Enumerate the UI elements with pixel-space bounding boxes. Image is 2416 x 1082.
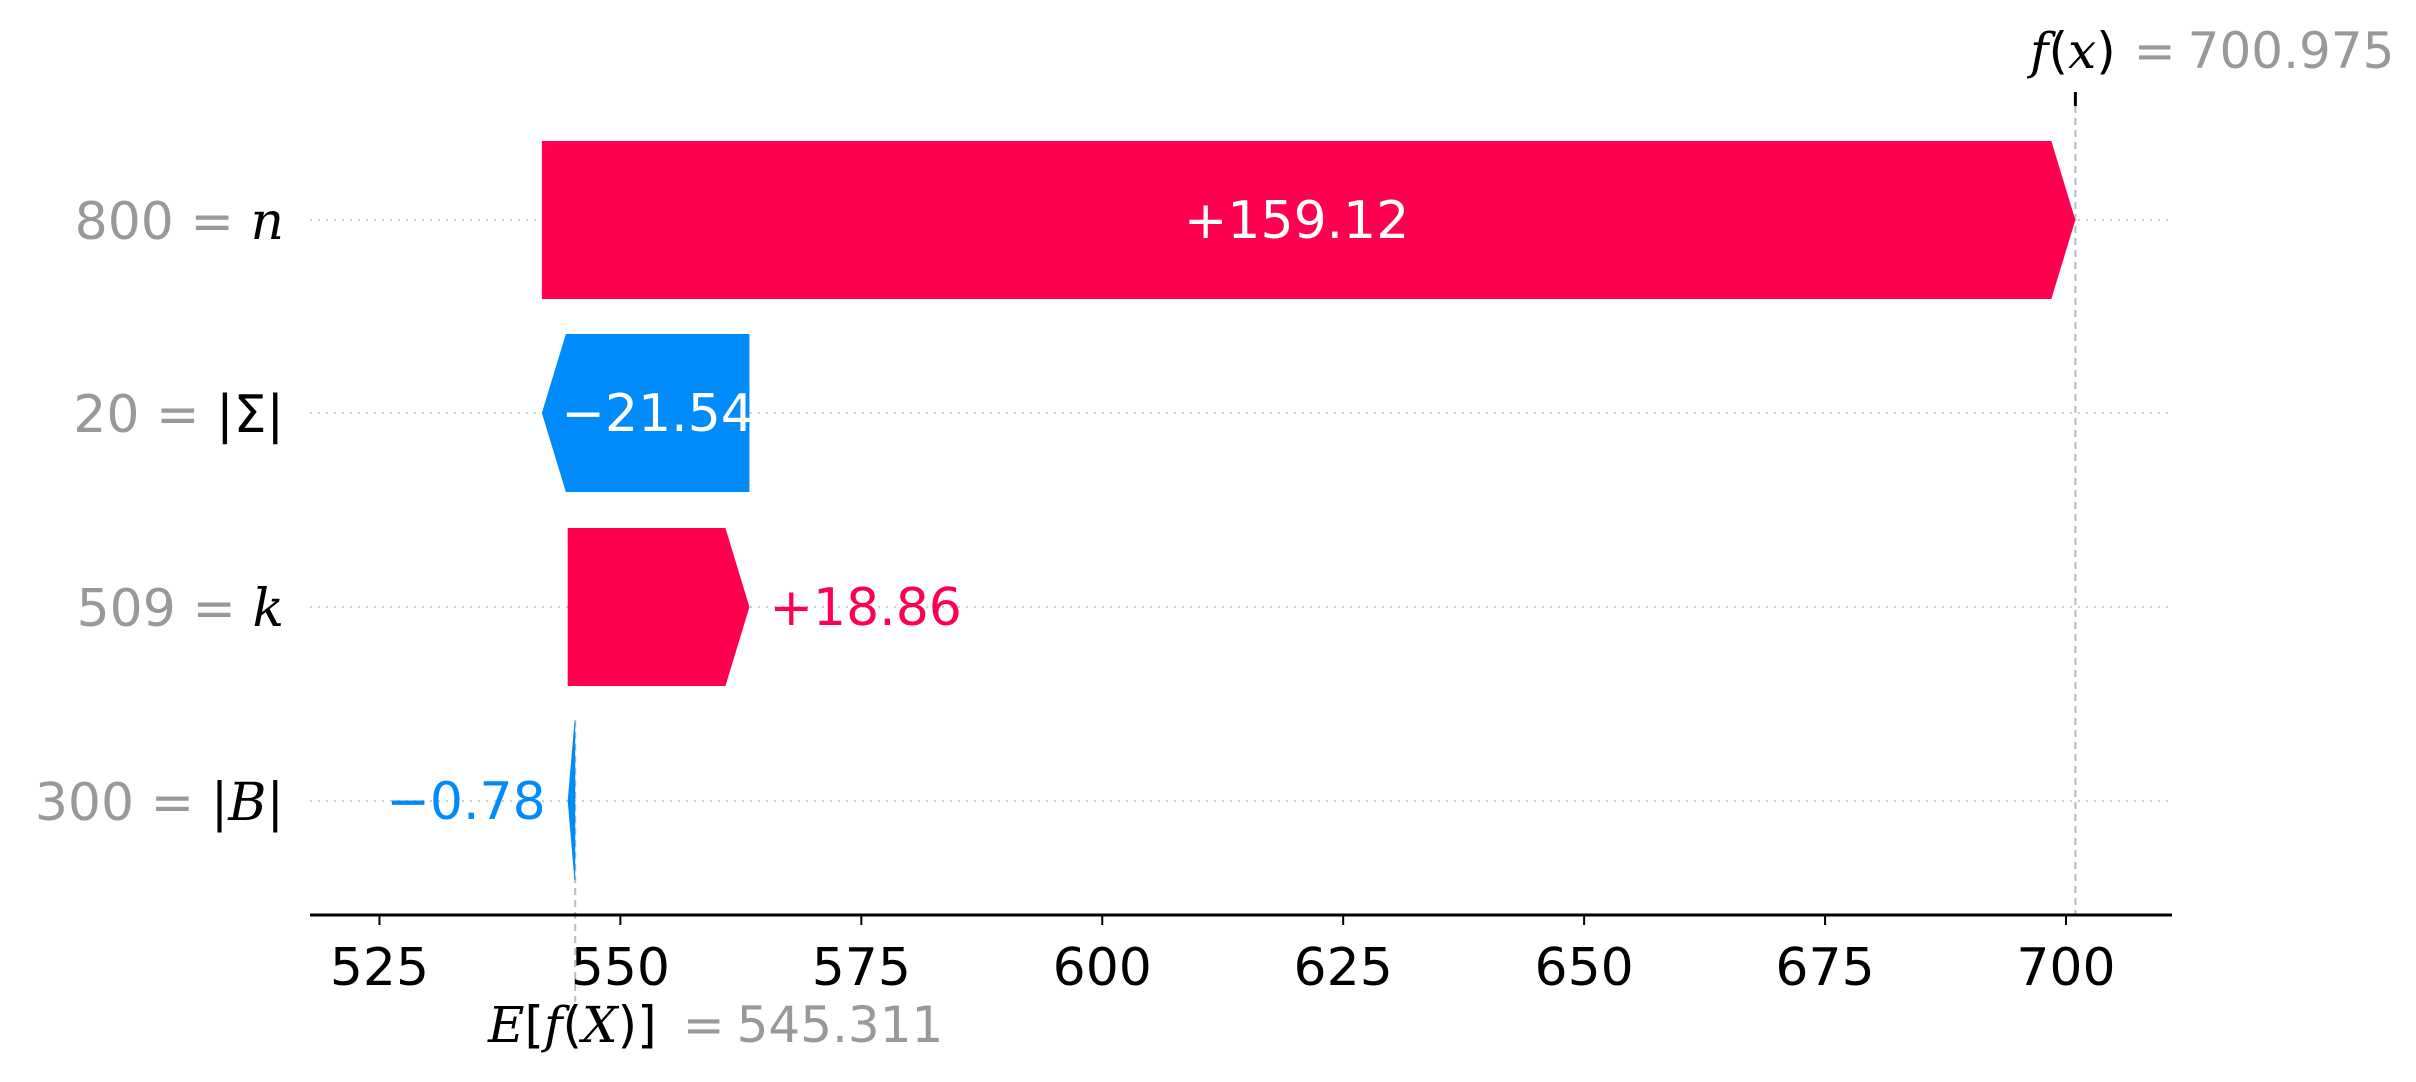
math-glyph: x — [2068, 22, 2096, 80]
feature-label-0: 800 = n — [75, 192, 284, 252]
math-glyph: ( — [563, 996, 583, 1054]
feature-value-1: 20 — [73, 385, 156, 445]
feature-value-2: 509 — [77, 579, 193, 639]
feature-label-1: 20 = |Σ| — [73, 385, 284, 445]
math-glyph: X — [578, 996, 620, 1054]
feature-eq-0: = — [190, 192, 250, 252]
bar-value-label-0: +159.12 — [1184, 191, 1410, 251]
feature-value-3: 300 — [35, 773, 151, 833]
feature-labels: 800 = n 20 = |Σ| 509 = k 300 = |B| — [35, 192, 284, 833]
math-glyph: ] — [637, 996, 657, 1054]
x-tick-label-6: 675 — [1775, 938, 1874, 998]
x-tick-label-4: 625 — [1294, 938, 1393, 998]
feature-eq-1: = — [156, 385, 216, 445]
final-value-number: 700.975 — [2188, 22, 2395, 80]
feature-name-3: |B| — [211, 773, 284, 833]
x-tick-label-3: 600 — [1053, 938, 1152, 998]
bar-3 — [567, 722, 576, 880]
math-glyph: [ — [525, 996, 545, 1054]
bar-value-label-2: +18.86 — [769, 578, 961, 638]
bar-2 — [567, 528, 750, 686]
math-glyph: ( — [2049, 22, 2069, 80]
feature-value-0: 800 — [75, 192, 191, 252]
feature-name-0: n — [251, 192, 285, 252]
final-value-math: f(x) — [2026, 22, 2116, 80]
base-value-number: 545.311 — [737, 996, 944, 1054]
base-value-label: E[f(X)] = 545.311 — [487, 996, 943, 1054]
reference-lines — [574, 92, 2077, 1002]
annotations: f(x) = 700.975 E[f(X)] = 545.311 — [487, 22, 2394, 1054]
x-tick-label-7: 700 — [2016, 938, 2115, 998]
feature-eq-2: = — [192, 579, 252, 639]
x-axis: 525 550 575 600 625 650 675 700 — [310, 913, 2172, 998]
x-tick-label-5: 650 — [1534, 938, 1633, 998]
final-value-eq: = — [2134, 22, 2176, 80]
math-glyph: E — [487, 996, 525, 1054]
bar-value-label-3: −0.78 — [386, 772, 545, 832]
bar-0 — [541, 141, 2076, 299]
x-tick-label-0: 525 — [330, 938, 429, 998]
feature-name-2: k — [252, 579, 284, 639]
feature-eq-3: = — [151, 773, 211, 833]
bar-1 — [541, 334, 750, 492]
base-value-math: E[f(X)] — [487, 996, 657, 1054]
final-value-label: f(x) = 700.975 — [2026, 22, 2394, 80]
feature-name-1: |Σ| — [216, 385, 284, 445]
bars: +159.12 −21.54 +18.86 −0.78 — [386, 141, 2076, 880]
feature-label-2: 509 = k — [77, 579, 284, 639]
gridlines — [310, 219, 2168, 802]
bar-value-label-1: −21.54 — [561, 384, 753, 444]
x-tick-label-1: 550 — [571, 938, 670, 998]
math-glyph: ) — [618, 996, 638, 1054]
math-glyph: ) — [2096, 22, 2116, 80]
x-tick-label-2: 575 — [812, 938, 911, 998]
base-value-eq: = — [683, 996, 725, 1054]
feature-label-3: 300 = |B| — [35, 773, 284, 833]
